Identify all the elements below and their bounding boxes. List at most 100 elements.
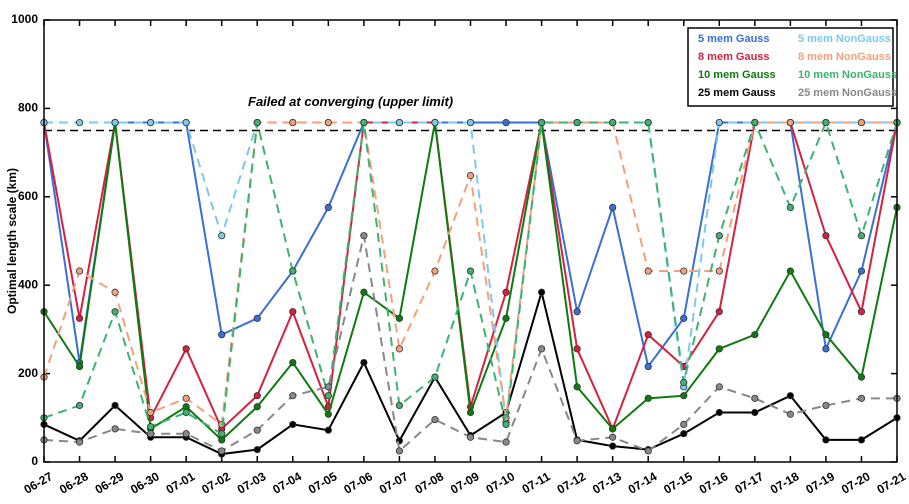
x-tick-label: 06-30 xyxy=(128,469,162,497)
data-point xyxy=(466,433,475,441)
data-point xyxy=(218,436,226,444)
data-point xyxy=(182,345,190,353)
data-point xyxy=(324,392,332,400)
data-point xyxy=(431,267,439,275)
data-point xyxy=(715,118,723,127)
data-point xyxy=(822,345,830,353)
data-point xyxy=(431,373,439,381)
x-tick-label: 07-17 xyxy=(732,469,766,497)
data-point xyxy=(182,430,190,438)
data-point xyxy=(75,314,84,322)
x-tick-label: 07-05 xyxy=(306,469,340,497)
data-point xyxy=(715,308,723,316)
data-point xyxy=(502,438,510,446)
data-point xyxy=(431,415,439,424)
data-point xyxy=(857,373,866,381)
x-tick-label: 07-11 xyxy=(520,469,553,496)
data-point xyxy=(502,288,510,296)
data-point xyxy=(751,331,759,339)
data-point xyxy=(680,378,688,387)
data-point xyxy=(715,232,723,240)
data-point xyxy=(75,401,84,410)
data-point xyxy=(218,430,226,438)
x-tick-label: 07-16 xyxy=(697,469,731,497)
data-point xyxy=(253,403,261,411)
x-tick-label: 07-01 xyxy=(164,469,198,497)
data-point xyxy=(218,232,226,240)
legend-entry: 8 mem Gauss xyxy=(698,51,770,63)
y-tick-label: 0 xyxy=(31,454,38,468)
reference-label: Failed at converging (upper limit) xyxy=(248,94,453,109)
data-point xyxy=(147,430,155,438)
data-point xyxy=(751,394,759,402)
x-tick-label: 07-10 xyxy=(484,469,518,497)
data-point xyxy=(857,118,866,127)
data-point xyxy=(182,118,190,127)
data-point xyxy=(822,331,830,339)
data-point xyxy=(715,383,723,391)
data-point xyxy=(644,394,652,402)
data-point xyxy=(289,358,297,367)
data-point xyxy=(537,345,546,353)
series-line xyxy=(43,122,898,442)
data-point xyxy=(253,314,261,322)
data-point xyxy=(857,267,866,275)
plot-frame xyxy=(43,19,898,463)
data-point xyxy=(537,288,546,296)
data-point xyxy=(360,118,368,127)
data-point xyxy=(573,118,581,127)
y-tick-label: 400 xyxy=(18,277,38,291)
data-point xyxy=(609,433,617,441)
data-point xyxy=(111,118,119,127)
data-point xyxy=(573,437,581,445)
y-tick-label: 800 xyxy=(18,101,38,115)
data-point xyxy=(360,288,368,296)
data-point xyxy=(466,118,475,127)
x-tick-label: 06-29 xyxy=(93,469,127,497)
data-point xyxy=(644,118,652,127)
data-point xyxy=(324,383,332,391)
data-point xyxy=(680,392,688,400)
legend-entry: 25 mem NonGauss xyxy=(798,87,897,99)
data-point xyxy=(111,401,119,410)
x-tick-label: 07-18 xyxy=(768,469,802,497)
data-point xyxy=(75,267,84,275)
data-point xyxy=(218,331,226,339)
legend-box xyxy=(687,27,894,107)
data-point xyxy=(680,314,688,322)
data-point xyxy=(786,410,794,418)
data-point xyxy=(466,408,475,417)
data-point xyxy=(466,267,475,275)
data-point xyxy=(395,401,404,410)
x-tick-label: 07-04 xyxy=(270,469,304,497)
data-point xyxy=(857,232,866,240)
data-point xyxy=(751,408,759,417)
data-point xyxy=(182,394,190,402)
data-point xyxy=(680,420,688,429)
data-point xyxy=(786,118,794,127)
data-point xyxy=(857,308,866,316)
data-point xyxy=(289,392,297,400)
data-point xyxy=(395,345,404,353)
legend-entry: 10 mem NonGauss xyxy=(798,69,897,81)
x-tick-label: 07-20 xyxy=(839,469,873,497)
data-point xyxy=(786,203,794,212)
data-point xyxy=(822,436,830,444)
x-tick-label: 07-07 xyxy=(377,469,411,497)
y-tick-label: 200 xyxy=(18,366,38,380)
data-point xyxy=(395,447,404,455)
data-point xyxy=(324,426,332,434)
x-tick-label: 07-15 xyxy=(661,469,695,497)
data-point xyxy=(324,118,332,127)
data-point xyxy=(751,118,759,127)
x-tick-label: 07-14 xyxy=(626,469,660,497)
legend-entry: 5 mem NonGauss xyxy=(798,33,891,45)
data-point xyxy=(573,308,581,316)
data-point xyxy=(502,420,510,429)
y-tick-label: 600 xyxy=(18,189,38,203)
x-tick-label: 07-03 xyxy=(235,469,269,497)
series-line xyxy=(43,288,898,456)
data-point xyxy=(360,358,368,367)
data-point xyxy=(715,345,723,353)
data-point xyxy=(680,267,688,275)
